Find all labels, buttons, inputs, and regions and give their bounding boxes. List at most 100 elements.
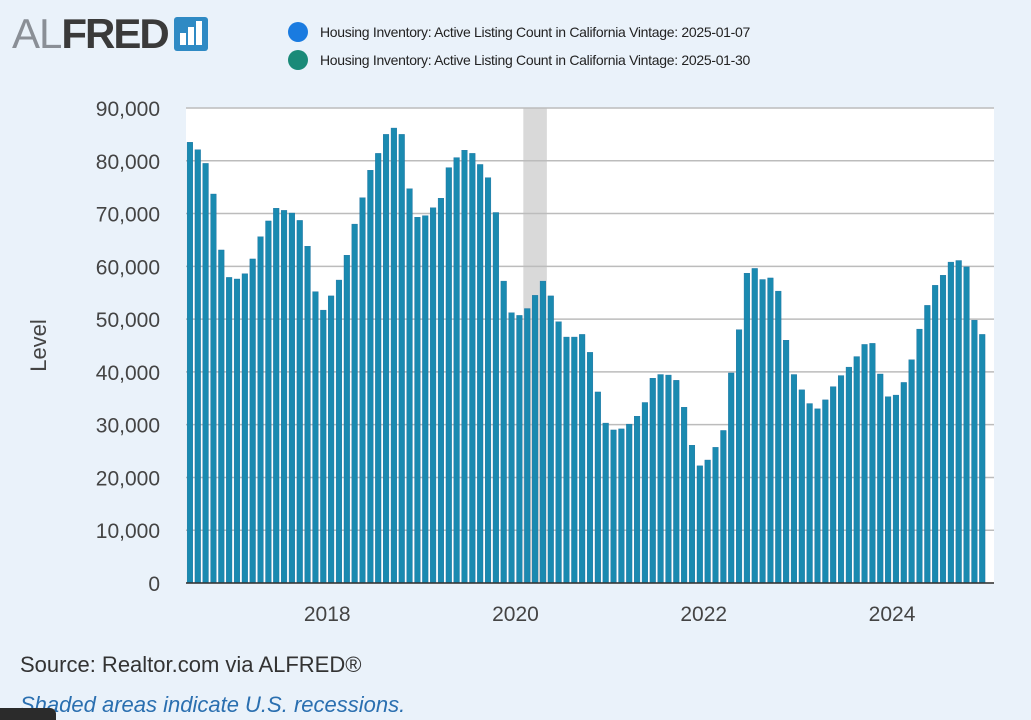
- y-tick-label: 10,000: [96, 520, 160, 543]
- bar: [830, 386, 837, 584]
- bar: [979, 334, 986, 584]
- x-tick-label: 2022: [680, 603, 727, 626]
- bar: [775, 290, 782, 584]
- bar: [539, 280, 546, 584]
- x-tick-label: 2024: [869, 603, 916, 626]
- alfred-logo[interactable]: AL FRED: [12, 10, 208, 57]
- bar: [743, 272, 750, 584]
- y-axis-label: Level: [26, 319, 51, 372]
- bar: [555, 321, 562, 584]
- bar: [885, 396, 892, 584]
- recession-note-link[interactable]: Shaded areas indicate U.S. recessions.: [20, 692, 406, 717]
- bar: [869, 343, 876, 584]
- legend: Housing Inventory: Active Listing Count …: [288, 18, 750, 74]
- bar: [877, 373, 884, 584]
- bar: [469, 153, 476, 584]
- bar: [626, 423, 633, 584]
- bar: [516, 315, 523, 584]
- legend-label: Housing Inventory: Active Listing Count …: [320, 52, 751, 68]
- bar: [579, 334, 586, 584]
- bar: [288, 212, 295, 584]
- y-tick-label: 50,000: [96, 309, 160, 332]
- y-tick-label: 70,000: [96, 204, 160, 227]
- y-tick-label: 30,000: [96, 415, 160, 438]
- chart[interactable]: 0 10,000 20,000 30,000 40,000 50,000 60,000 70,…: [0, 80, 1031, 640]
- bar: [312, 291, 319, 584]
- bar: [767, 277, 774, 584]
- bar: [484, 177, 492, 584]
- bar: [351, 223, 358, 584]
- bar: [955, 260, 962, 584]
- bar: [892, 394, 899, 584]
- bar: [759, 279, 766, 584]
- bar: [586, 352, 594, 584]
- bar: [500, 280, 507, 584]
- logo-text-fred: FRED: [61, 10, 169, 57]
- bar: [359, 197, 366, 584]
- bar: [390, 127, 397, 584]
- bar: [641, 402, 648, 584]
- bar: [430, 207, 437, 584]
- bar: [328, 295, 335, 584]
- bar: [257, 236, 264, 584]
- legend-item[interactable]: Housing Inventory: Active Listing Count …: [288, 18, 750, 46]
- bar: [939, 275, 947, 584]
- bar: [728, 372, 735, 584]
- bar: [798, 389, 805, 584]
- legend-dot-icon: [288, 50, 308, 70]
- bar: [563, 336, 570, 584]
- bar: [414, 217, 421, 584]
- bar: [610, 429, 617, 584]
- bar: [202, 163, 209, 584]
- bar: [696, 465, 703, 584]
- bar: [241, 273, 248, 584]
- bar: [845, 366, 852, 584]
- bar: [649, 378, 656, 584]
- bar: [296, 220, 303, 584]
- bar: [233, 278, 241, 584]
- bar: [618, 428, 625, 584]
- bar: [383, 134, 390, 584]
- bar: [194, 149, 201, 584]
- bar: [712, 447, 719, 584]
- bar: [273, 208, 280, 584]
- legend-item[interactable]: Housing Inventory: Active Listing Count …: [288, 46, 750, 74]
- bar: [375, 153, 382, 584]
- bar: [932, 285, 939, 584]
- bar: [335, 279, 342, 584]
- legend-dot-icon: [288, 22, 308, 42]
- bar: [422, 215, 429, 584]
- bar: [477, 164, 484, 584]
- bar: [665, 374, 672, 584]
- corner-tab: [0, 708, 56, 720]
- legend-label: Housing Inventory: Active Listing Count …: [320, 24, 751, 40]
- bar: [681, 407, 688, 584]
- bar: [532, 295, 539, 584]
- source-text: Source: Realtor.com via ALFRED®: [20, 652, 362, 677]
- bar: [571, 336, 578, 584]
- x-tick-label: 2018: [304, 603, 351, 626]
- bar: [437, 198, 444, 584]
- bar: [265, 220, 272, 584]
- bar: [657, 374, 664, 584]
- bar: [783, 340, 790, 584]
- bar: [908, 359, 915, 584]
- y-tick-label: 80,000: [96, 151, 160, 174]
- bar: [226, 277, 233, 584]
- bar: [249, 258, 256, 584]
- bar: [445, 167, 452, 584]
- bar: [853, 356, 860, 584]
- y-tick-label: 40,000: [96, 362, 160, 385]
- bar: [814, 408, 821, 584]
- bar: [218, 249, 225, 584]
- bar: [720, 430, 727, 584]
- bar: [673, 380, 680, 584]
- bar: [547, 295, 554, 584]
- bar: [281, 210, 288, 584]
- bar: [900, 382, 907, 584]
- bar: [304, 246, 311, 584]
- bar: [367, 170, 374, 584]
- bar: [492, 212, 499, 584]
- bar: [461, 150, 468, 584]
- header: AL FRED Housing Inventory: Active Listin…: [0, 0, 1031, 80]
